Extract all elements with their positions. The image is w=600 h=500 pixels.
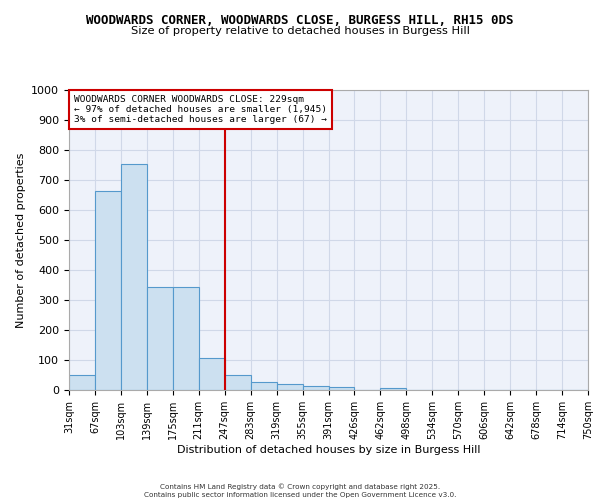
X-axis label: Distribution of detached houses by size in Burgess Hill: Distribution of detached houses by size … [177, 444, 480, 454]
Bar [277, 384, 302, 390]
Text: WOODWARDS CORNER, WOODWARDS CLOSE, BURGESS HILL, RH15 0DS: WOODWARDS CORNER, WOODWARDS CLOSE, BURGE… [86, 14, 514, 27]
Bar [380, 388, 406, 390]
Bar [199, 358, 224, 390]
Bar [95, 190, 121, 390]
Text: WOODWARDS CORNER WOODWARDS CLOSE: 229sqm
← 97% of detached houses are smaller (1: WOODWARDS CORNER WOODWARDS CLOSE: 229sqm… [74, 94, 327, 124]
Bar [329, 387, 355, 390]
Bar [225, 375, 251, 390]
Bar [147, 286, 173, 390]
Bar [173, 286, 199, 390]
Text: Size of property relative to detached houses in Burgess Hill: Size of property relative to detached ho… [131, 26, 469, 36]
Bar [69, 375, 95, 390]
Bar [302, 386, 329, 390]
Bar [121, 164, 147, 390]
Text: Contains HM Land Registry data © Crown copyright and database right 2025.
Contai: Contains HM Land Registry data © Crown c… [144, 484, 456, 498]
Y-axis label: Number of detached properties: Number of detached properties [16, 152, 26, 328]
Bar [251, 382, 277, 390]
